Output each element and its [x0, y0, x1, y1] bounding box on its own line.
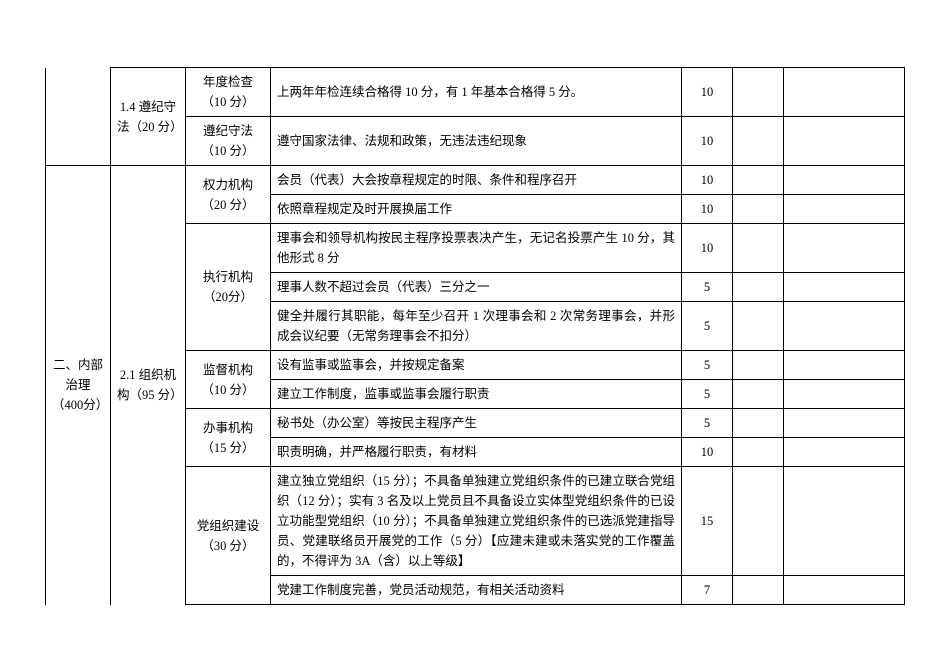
criteria-cell: 秘书处（办公室）等按民主程序产生 — [271, 409, 682, 438]
blank-cell — [784, 380, 905, 409]
blank-cell — [733, 351, 784, 380]
criteria-cell: 理事人数不超过会员（代表）三分之一 — [271, 273, 682, 302]
blank-cell — [733, 273, 784, 302]
score-cell: 5 — [682, 302, 733, 351]
score-cell: 5 — [682, 351, 733, 380]
score-cell: 10 — [682, 166, 733, 195]
blank-cell — [733, 117, 784, 166]
indicator-cell: 监督机构（10 分） — [186, 351, 271, 409]
score-cell: 15 — [682, 467, 733, 576]
table-row: 二、内部治理（400分） 2.1 组织机构（95 分） 权力机构（20 分） 会… — [46, 166, 905, 195]
indicator-cell: 遵纪守法（10 分） — [186, 117, 271, 166]
table-row: 1.4 遵纪守法（20 分） 年度检查（10 分） 上两年年检连续合格得 10 … — [46, 68, 905, 117]
blank-cell — [733, 438, 784, 467]
indicator-cell: 权力机构（20 分） — [186, 166, 271, 224]
criteria-cell: 建立工作制度，监事或监事会履行职责 — [271, 380, 682, 409]
criteria-cell: 党建工作制度完善，党员活动规范，有相关活动资料 — [271, 576, 682, 605]
score-cell: 10 — [682, 224, 733, 273]
score-cell: 7 — [682, 576, 733, 605]
criteria-cell: 建立独立党组织（15 分）；不具备单独建立党组织条件的已建立联合党组织（12 分… — [271, 467, 682, 576]
blank-cell — [784, 166, 905, 195]
section-cell-empty — [46, 68, 111, 166]
blank-cell — [733, 302, 784, 351]
criteria-cell: 遵守国家法律、法规和政策，无违法违纪现象 — [271, 117, 682, 166]
blank-cell — [784, 224, 905, 273]
score-cell: 5 — [682, 273, 733, 302]
blank-cell — [733, 68, 784, 117]
blank-cell — [733, 576, 784, 605]
subsection-cell: 2.1 组织机构（95 分） — [111, 166, 186, 605]
score-cell: 10 — [682, 195, 733, 224]
blank-cell — [733, 224, 784, 273]
blank-cell — [784, 117, 905, 166]
blank-cell — [733, 166, 784, 195]
criteria-cell: 职责明确，并严格履行职责，有材料 — [271, 438, 682, 467]
section-cell: 二、内部治理（400分） — [46, 166, 111, 605]
evaluation-table-container: 1.4 遵纪守法（20 分） 年度检查（10 分） 上两年年检连续合格得 10 … — [45, 67, 905, 605]
criteria-cell: 依照章程规定及时开展换届工作 — [271, 195, 682, 224]
score-cell: 5 — [682, 380, 733, 409]
criteria-cell: 会员（代表）大会按章程规定的时限、条件和程序召开 — [271, 166, 682, 195]
blank-cell — [733, 195, 784, 224]
blank-cell — [784, 409, 905, 438]
blank-cell — [784, 195, 905, 224]
criteria-cell: 健全并履行其职能，每年至少召开 1 次理事会和 2 次常务理事会，并形成会议纪要… — [271, 302, 682, 351]
score-cell: 10 — [682, 438, 733, 467]
subsection-cell: 1.4 遵纪守法（20 分） — [111, 68, 186, 166]
indicator-cell: 党组织建设（30 分） — [186, 467, 271, 605]
blank-cell — [733, 409, 784, 438]
blank-cell — [784, 302, 905, 351]
score-cell: 5 — [682, 409, 733, 438]
blank-cell — [784, 576, 905, 605]
indicator-cell: 办事机构（15 分） — [186, 409, 271, 467]
criteria-cell: 上两年年检连续合格得 10 分，有 1 年基本合格得 5 分。 — [271, 68, 682, 117]
indicator-cell: 执行机构（20分） — [186, 224, 271, 351]
indicator-cell: 年度检查（10 分） — [186, 68, 271, 117]
score-cell: 10 — [682, 68, 733, 117]
blank-cell — [733, 467, 784, 576]
blank-cell — [733, 380, 784, 409]
criteria-cell: 理事会和领导机构按民主程序投票表决产生，无记名投票产生 10 分，其他形式 8 … — [271, 224, 682, 273]
blank-cell — [784, 438, 905, 467]
blank-cell — [784, 467, 905, 576]
blank-cell — [784, 68, 905, 117]
score-cell: 10 — [682, 117, 733, 166]
blank-cell — [784, 351, 905, 380]
criteria-cell: 设有监事或监事会，并按规定备案 — [271, 351, 682, 380]
blank-cell — [784, 273, 905, 302]
evaluation-table: 1.4 遵纪守法（20 分） 年度检查（10 分） 上两年年检连续合格得 10 … — [45, 67, 905, 605]
